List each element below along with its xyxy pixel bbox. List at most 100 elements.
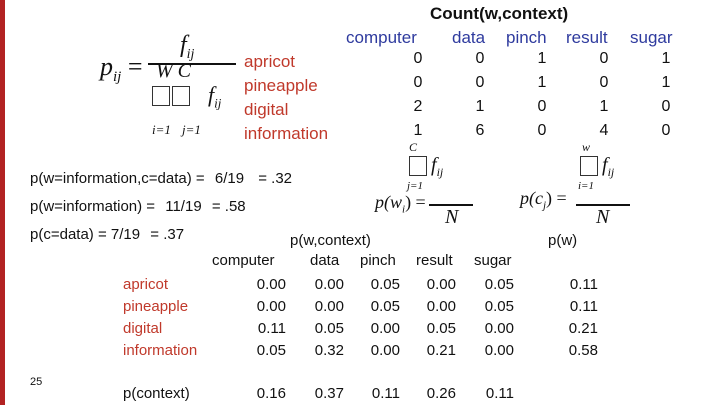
prob-table-title: p(w,context) xyxy=(290,232,371,249)
count-cell: 0 xyxy=(475,74,485,91)
formula-pc: w fij i=1 p(cj) = N xyxy=(520,140,640,230)
count-col-pinch: pinch xyxy=(506,28,547,47)
formula-pw-term: f xyxy=(431,154,437,176)
count-cell: 0 xyxy=(599,50,609,67)
prob-table-pw-title: p(w) xyxy=(548,232,578,249)
formula-pw-lower: j=1 xyxy=(407,180,423,192)
prob-cell: 0.05 xyxy=(484,276,514,293)
prob-cell: 0.05 xyxy=(370,276,400,293)
prob-cell: 0.32 xyxy=(314,342,344,359)
count-cell: 0 xyxy=(413,50,423,67)
prob-col-sugar: sugar xyxy=(474,252,512,269)
prob-row-labels: apricot pineapple digital information xyxy=(123,274,197,362)
calc-line-2-label: p(w=information) = xyxy=(30,198,156,215)
count-cell: 0 xyxy=(475,50,485,67)
prob-col-data: data xyxy=(310,252,340,269)
count-cell: 1 xyxy=(599,98,609,115)
calc-line-2-value: 11/19 xyxy=(165,198,202,215)
count-col-data: data xyxy=(452,28,486,47)
prob-cell: 0.00 xyxy=(426,276,456,293)
formula-pw: C fij j=1 p(wi) = N xyxy=(375,140,485,230)
formula-pw-lhs-sub: i xyxy=(402,203,406,216)
count-cell: 1 xyxy=(413,122,423,139)
count-cell: 1 xyxy=(537,74,547,91)
count-cell: 1 xyxy=(661,50,671,67)
formula-pc-lhs-sub: j xyxy=(542,199,547,212)
formula-pc-upper: w xyxy=(582,140,591,154)
count-cell: 1 xyxy=(661,74,671,91)
formula-pw-term-sub: ij xyxy=(436,165,444,179)
formula-pij-numerator: f xyxy=(180,32,187,58)
formula-pc-lower: i=1 xyxy=(578,180,594,192)
prob-cell: 0.11 xyxy=(257,320,286,337)
calc-line-3-value: 7/19 xyxy=(110,226,141,243)
sum-symbol-icon xyxy=(409,156,427,176)
count-cell: 1 xyxy=(475,98,485,115)
prob-pw-cell: 0.11 xyxy=(569,298,598,315)
prob-cell: 0.05 xyxy=(256,342,286,359)
formula-pij-sum-lower-i: i=1 xyxy=(152,122,171,137)
prob-pw-cell: 0.21 xyxy=(568,320,598,337)
prob-cell: 0.00 xyxy=(314,298,344,315)
prob-cell: 0.00 xyxy=(426,298,456,315)
slide-accent-bar xyxy=(0,0,5,405)
sum-symbol-icon xyxy=(172,86,190,106)
calc-line-1-label: p(w=information,c=data) = xyxy=(30,170,205,187)
formula-pc-term: f xyxy=(602,154,608,176)
formula-pij-denominator-wc: W C xyxy=(156,60,191,82)
count-row-label: apricot xyxy=(244,52,296,71)
formula-pw-lhs-end: ) = xyxy=(405,192,426,212)
prob-context-cell: 0.37 xyxy=(314,385,344,402)
count-row-label: information xyxy=(244,124,329,143)
prob-context-cell: 0.11 xyxy=(485,385,514,402)
formula-pij-fraction-line xyxy=(148,63,236,65)
prob-cell: 0.00 xyxy=(314,276,344,293)
count-cell: 0 xyxy=(537,98,547,115)
prob-pw-cell: 0.11 xyxy=(569,276,598,293)
count-cell: 0 xyxy=(599,74,609,91)
prob-cell: 0.00 xyxy=(256,298,286,315)
count-col-computer: computer xyxy=(346,28,417,47)
formula-pw-lhs: p(w xyxy=(375,192,402,212)
prob-context-cell: 0.11 xyxy=(371,385,400,402)
formula-pw-denominator: N xyxy=(445,206,459,228)
count-cell: 6 xyxy=(475,122,485,139)
count-cell: 2 xyxy=(413,98,423,115)
count-cell: 0 xyxy=(413,74,423,91)
prob-cell: 0.00 xyxy=(484,342,514,359)
prob-cell: 0.05 xyxy=(370,298,400,315)
prob-context-label: p(context) xyxy=(123,385,190,402)
count-col-result: result xyxy=(566,28,608,47)
prob-cell: 0.05 xyxy=(484,298,514,315)
prob-cell: 0.00 xyxy=(370,342,400,359)
count-cell: 0 xyxy=(537,122,547,139)
calc-line-1-result: = .32 xyxy=(258,170,293,187)
count-cell: 1 xyxy=(537,50,547,67)
calc-line-2: p(w=information) = 11/19 = .58 xyxy=(30,198,246,215)
formula-pc-term-sub: ij xyxy=(607,165,615,179)
calc-line-3: p(c=data) = 7/19 = .37 xyxy=(30,226,184,243)
formula-pij-sum-term: f xyxy=(208,82,215,107)
prob-context-cell: 0.16 xyxy=(256,385,286,402)
prob-cell: 0.05 xyxy=(426,320,456,337)
count-cell: 0 xyxy=(661,98,671,115)
formula-pc-lhs: p(c xyxy=(520,188,543,208)
count-cell: 0 xyxy=(661,122,671,139)
prob-col-computer: computer xyxy=(212,252,275,269)
prob-cell: 0.00 xyxy=(256,276,286,293)
sum-symbol-icon xyxy=(580,156,598,176)
formula-pc-fraction-line xyxy=(576,204,630,206)
prob-cell: 0.05 xyxy=(314,320,344,337)
count-row-labels: apricot pineapple digital information xyxy=(244,50,328,146)
count-table-title: Count(w,context) xyxy=(430,4,569,23)
prob-cell: 0.21 xyxy=(426,342,456,359)
formula-pij-lhs: p xyxy=(100,52,113,81)
prob-row-label: digital xyxy=(123,320,163,337)
sum-symbol-icon xyxy=(152,86,170,106)
prob-row-label: information xyxy=(123,342,198,359)
count-cell: 4 xyxy=(599,122,609,139)
prob-row-label: pineapple xyxy=(123,298,189,315)
prob-cell: 0.00 xyxy=(484,320,514,337)
count-row-label: pineapple xyxy=(244,76,318,95)
prob-col-pinch: pinch xyxy=(360,252,396,269)
